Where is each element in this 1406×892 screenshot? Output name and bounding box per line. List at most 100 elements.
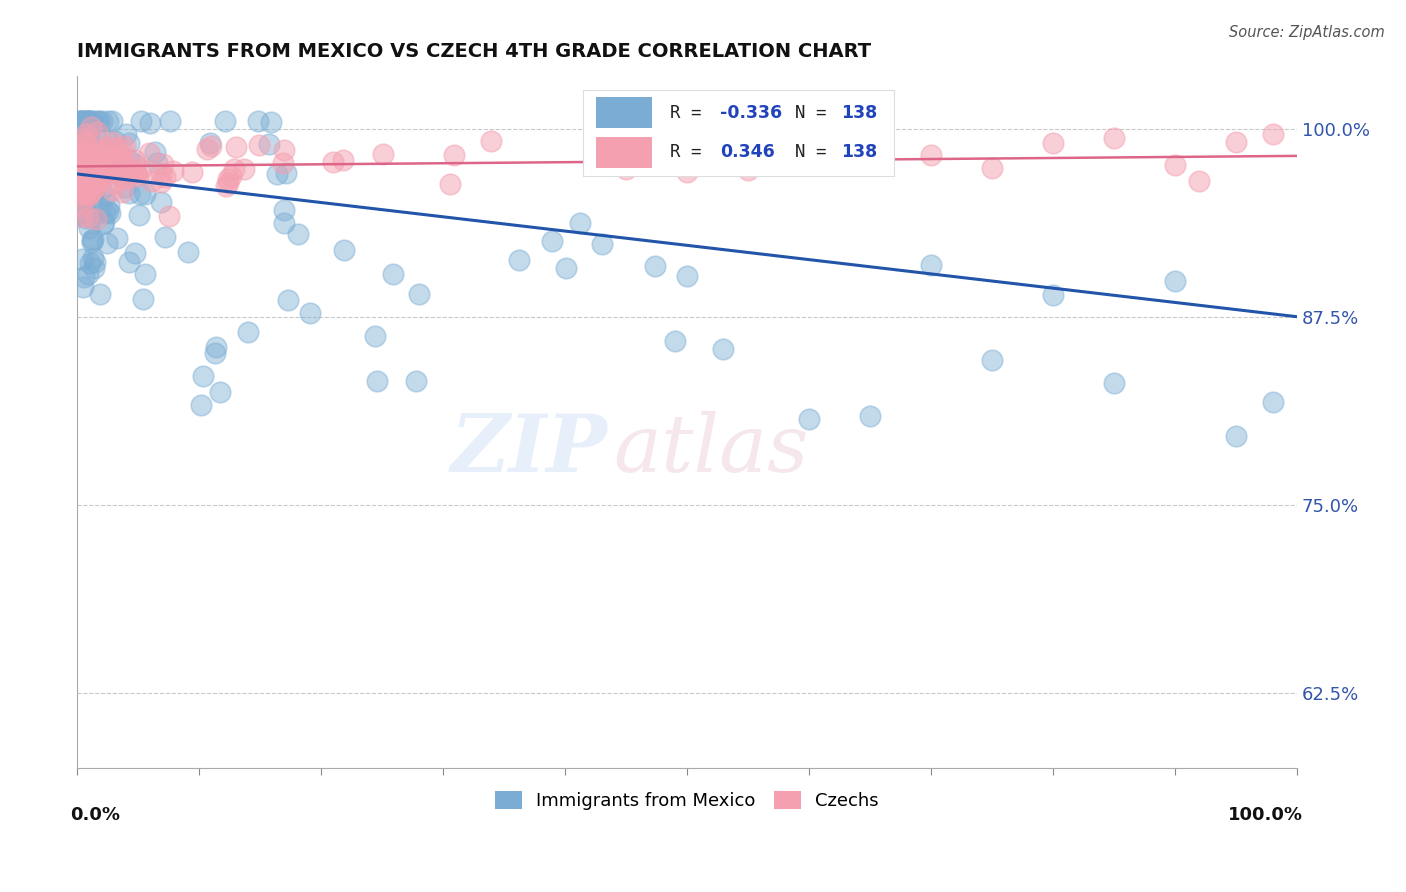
- Point: [373, 146, 395, 161]
- Point: [80, 147, 103, 161]
- Point: [96, 151, 118, 165]
- Point: [105, 231, 128, 245]
- Point: [98, 156, 121, 170]
- Point: [224, 161, 246, 176]
- Point: [364, 329, 387, 343]
- Point: [1261, 127, 1284, 141]
- Point: [94, 189, 117, 203]
- Point: [77, 177, 100, 191]
- Point: [159, 114, 181, 128]
- Point: [91, 159, 114, 173]
- Point: [118, 186, 141, 200]
- Point: [89, 174, 111, 188]
- Point: [859, 157, 882, 171]
- Point: [273, 155, 295, 169]
- Point: [87, 153, 110, 167]
- Point: [76, 114, 98, 128]
- Point: [82, 233, 104, 247]
- Point: [366, 375, 388, 389]
- Point: [247, 138, 270, 153]
- Point: [149, 195, 172, 210]
- Point: [508, 253, 530, 268]
- Text: atlas: atlas: [613, 411, 808, 488]
- Point: [198, 136, 221, 150]
- Point: [1225, 135, 1247, 149]
- Point: [75, 127, 97, 141]
- Point: [72, 150, 94, 164]
- Point: [124, 165, 146, 179]
- Point: [84, 177, 107, 191]
- Point: [146, 155, 169, 169]
- Point: [77, 180, 100, 194]
- Point: [139, 116, 162, 130]
- Point: [152, 157, 174, 171]
- Point: [91, 114, 114, 128]
- Point: [97, 203, 120, 218]
- Point: [124, 246, 146, 260]
- Point: [73, 150, 96, 164]
- Point: [1164, 157, 1187, 171]
- Point: [83, 185, 105, 199]
- Point: [96, 235, 118, 250]
- Point: [118, 159, 141, 173]
- Point: [87, 150, 110, 164]
- Point: [80, 118, 103, 132]
- Point: [101, 176, 124, 190]
- Point: [75, 211, 97, 225]
- Point: [101, 114, 124, 128]
- Point: [111, 186, 134, 200]
- Point: [72, 114, 94, 128]
- Point: [322, 154, 344, 169]
- Point: [131, 292, 153, 306]
- Point: [214, 114, 236, 128]
- Point: [69, 114, 91, 128]
- Point: [247, 114, 270, 128]
- Point: [112, 165, 135, 179]
- Point: [479, 134, 502, 148]
- Point: [80, 235, 103, 249]
- Point: [89, 161, 111, 176]
- Point: [118, 153, 141, 168]
- Point: [134, 267, 156, 281]
- Point: [219, 169, 242, 183]
- Point: [128, 208, 150, 222]
- Point: [114, 139, 136, 153]
- Point: [69, 171, 91, 186]
- Point: [153, 169, 176, 184]
- Point: [79, 153, 101, 167]
- Point: [76, 114, 98, 128]
- Point: [225, 140, 247, 154]
- Point: [87, 114, 110, 128]
- Point: [91, 161, 114, 175]
- Point: [82, 251, 104, 265]
- Point: [981, 161, 1004, 176]
- Point: [121, 165, 143, 179]
- Point: [76, 194, 98, 208]
- Point: [93, 170, 115, 185]
- Point: [76, 114, 98, 128]
- Point: [67, 209, 90, 223]
- Point: [101, 184, 124, 198]
- Point: [73, 206, 96, 220]
- Point: [408, 286, 430, 301]
- Point: [83, 126, 105, 140]
- Point: [257, 137, 280, 152]
- Point: [90, 183, 112, 197]
- Point: [84, 153, 107, 168]
- Point: [141, 174, 163, 188]
- Point: [73, 145, 96, 160]
- Point: [66, 114, 89, 128]
- Point: [77, 188, 100, 202]
- Point: [134, 187, 156, 202]
- Point: [67, 172, 90, 186]
- Point: [111, 149, 134, 163]
- Point: [124, 153, 146, 168]
- Point: [1042, 288, 1064, 302]
- Point: [90, 173, 112, 187]
- Point: [83, 261, 105, 276]
- Point: [72, 151, 94, 165]
- Point: [143, 145, 166, 160]
- Point: [77, 129, 100, 144]
- Point: [70, 149, 93, 163]
- Point: [96, 156, 118, 170]
